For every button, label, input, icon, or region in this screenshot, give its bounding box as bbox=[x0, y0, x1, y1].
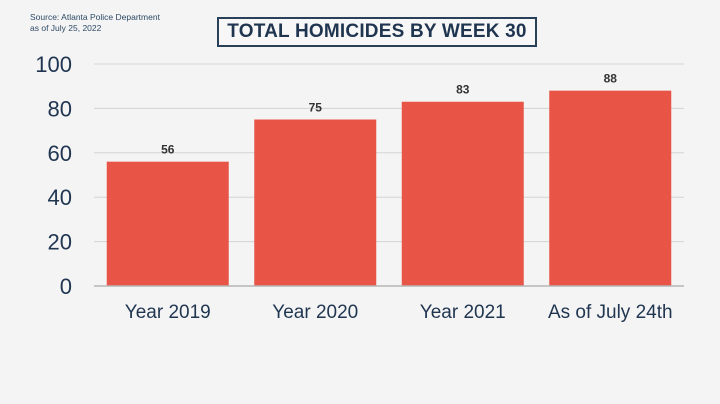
bar bbox=[106, 161, 229, 286]
x-tick-label: Year 2019 bbox=[125, 302, 211, 323]
x-tick-label: As of July 24th bbox=[548, 302, 673, 323]
bar bbox=[549, 90, 672, 286]
y-tick-label: 20 bbox=[48, 230, 72, 255]
bar bbox=[254, 119, 377, 286]
data-label: 56 bbox=[161, 143, 175, 157]
bar bbox=[401, 101, 524, 287]
source-line: Source: Atlanta Police Department bbox=[30, 12, 160, 22]
y-tick-label: 0 bbox=[60, 274, 72, 299]
chart-title: TOTAL HOMICIDES BY WEEK 30 bbox=[227, 21, 527, 42]
data-label: 88 bbox=[604, 72, 618, 86]
y-tick-label: 100 bbox=[35, 52, 72, 77]
source-date: as of July 25, 2022 bbox=[30, 23, 102, 33]
data-label: 75 bbox=[309, 101, 323, 115]
data-label: 83 bbox=[456, 83, 470, 97]
x-tick-label: Year 2020 bbox=[272, 302, 358, 323]
x-tick-label: Year 2021 bbox=[420, 302, 506, 323]
y-tick-label: 80 bbox=[48, 96, 72, 121]
y-tick-label: 40 bbox=[48, 185, 72, 210]
source-note: Source: Atlanta Police Department as of … bbox=[30, 12, 160, 34]
chart-title-box: TOTAL HOMICIDES BY WEEK 30 bbox=[217, 17, 537, 47]
y-tick-label: 60 bbox=[48, 141, 72, 166]
